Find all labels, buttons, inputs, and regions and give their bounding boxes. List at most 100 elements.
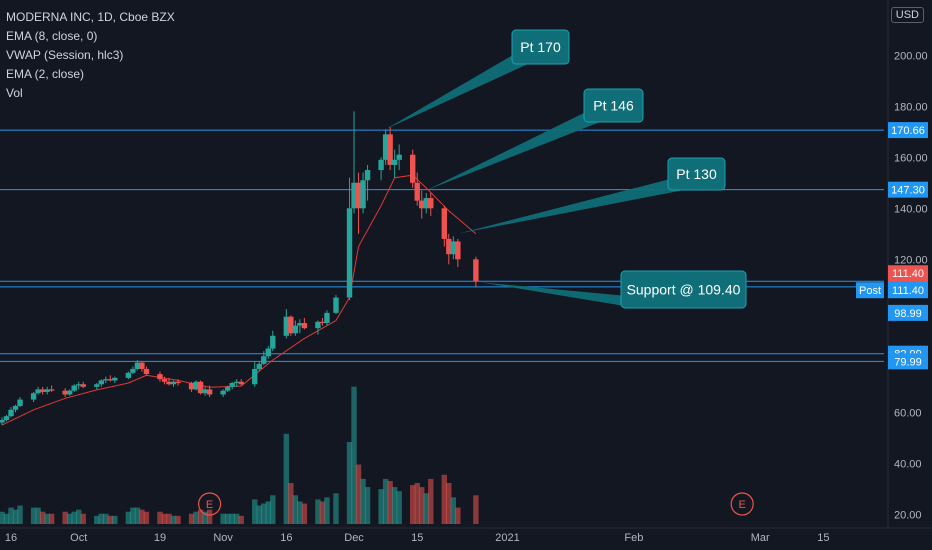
candle-body bbox=[8, 409, 14, 417]
earnings-event-marker bbox=[198, 492, 222, 516]
volume-bar bbox=[387, 480, 393, 524]
candle-body bbox=[17, 399, 23, 406]
volume-bar bbox=[378, 489, 384, 524]
volume-bar bbox=[76, 509, 82, 524]
volume-bar bbox=[66, 513, 73, 524]
y-axis-tick-label: 120.00 bbox=[894, 254, 928, 266]
ema-line bbox=[1, 174, 477, 426]
y-axis-tick-label: 180.00 bbox=[894, 101, 928, 113]
volume-bar bbox=[35, 507, 41, 524]
volume-bar bbox=[360, 478, 366, 524]
vwap-indicator-label[interactable]: VWAP (Session, hlc3) bbox=[6, 48, 124, 62]
candle-body bbox=[71, 385, 77, 391]
candle-body bbox=[315, 321, 321, 329]
x-axis-tick-label: 15 bbox=[411, 532, 423, 544]
price-tag-post-bg bbox=[888, 282, 928, 299]
volume-bar bbox=[473, 495, 479, 524]
volume-bar bbox=[139, 509, 145, 524]
candle-body bbox=[238, 381, 244, 385]
volume-bar bbox=[256, 505, 262, 524]
callout-label: Support @ 109.40 bbox=[627, 282, 741, 298]
volume-bar bbox=[288, 483, 294, 524]
candle-body bbox=[346, 208, 353, 298]
y-axis-tick-label: 160.00 bbox=[894, 152, 928, 164]
volume-bar bbox=[166, 513, 172, 524]
candle-body bbox=[410, 154, 416, 183]
price-tag-last: 111.40 bbox=[892, 268, 924, 280]
volume-bar bbox=[103, 513, 109, 524]
x-axis-tick-label: 19 bbox=[154, 532, 166, 544]
volume-bar bbox=[391, 487, 398, 524]
volume-bar bbox=[333, 493, 339, 524]
x-axis-tick-label: 2021 bbox=[495, 532, 519, 544]
volume-bar bbox=[233, 513, 240, 524]
y-axis-tick-label: 140.00 bbox=[894, 203, 928, 215]
volume-bar bbox=[346, 442, 353, 524]
volume-indicator-label[interactable]: Vol bbox=[6, 86, 23, 100]
volume-bar bbox=[446, 483, 452, 524]
level-price-tag-bg bbox=[888, 122, 928, 139]
candle-body bbox=[261, 356, 267, 364]
candle-body bbox=[364, 170, 371, 181]
volume-bar bbox=[80, 513, 86, 524]
candle-body bbox=[441, 208, 447, 239]
symbol-title[interactable]: MODERNA INC, 1D, Cboe BZX bbox=[6, 10, 175, 24]
price-tag-last-bg bbox=[888, 265, 928, 282]
volume-bar bbox=[12, 509, 19, 524]
volume-bar bbox=[396, 491, 402, 524]
x-axis-tick-label: Mar bbox=[751, 532, 770, 544]
candle-body bbox=[301, 323, 308, 329]
volume-bar bbox=[283, 433, 290, 524]
candle-body bbox=[48, 389, 55, 391]
volume-bar bbox=[351, 386, 357, 524]
candle-body bbox=[391, 159, 398, 165]
callout-label: Pt 170 bbox=[520, 39, 561, 55]
candle-body bbox=[157, 374, 163, 380]
volume-bar bbox=[423, 493, 429, 524]
candle-body bbox=[396, 154, 402, 160]
earnings-event-marker bbox=[730, 492, 754, 516]
candle-body bbox=[3, 416, 10, 420]
currency-button[interactable]: USD bbox=[890, 7, 924, 23]
earnings-event-label: E bbox=[206, 499, 213, 511]
volume-bar bbox=[220, 513, 226, 524]
x-axis-tick-label: 16 bbox=[280, 532, 292, 544]
candle-body bbox=[66, 390, 73, 395]
candle-body bbox=[450, 241, 457, 255]
volume-bar bbox=[17, 505, 23, 524]
volume-bar bbox=[206, 509, 213, 524]
candle-body bbox=[76, 384, 82, 386]
candle-body bbox=[103, 379, 109, 381]
candle-body bbox=[324, 312, 330, 324]
candle-body bbox=[252, 368, 258, 385]
volume-bar bbox=[94, 515, 100, 524]
volume-bar bbox=[98, 513, 104, 524]
candle-body bbox=[288, 316, 294, 334]
candle-body bbox=[387, 134, 393, 165]
y-axis-tick-label: 200.00 bbox=[894, 50, 928, 62]
x-axis-tick-label: 15 bbox=[817, 532, 829, 544]
chart-legend: MODERNA INC, 1D, Cboe BZX EMA (8, close,… bbox=[6, 8, 175, 103]
candle-body bbox=[130, 368, 136, 373]
volume-bar bbox=[134, 507, 141, 524]
volume-bar bbox=[62, 511, 68, 524]
ema8-indicator-label[interactable]: EMA (8, close, 0) bbox=[6, 29, 98, 43]
volume-bar bbox=[125, 511, 132, 524]
volume-bar bbox=[143, 511, 150, 524]
callout-box bbox=[620, 270, 747, 309]
candle-body bbox=[193, 381, 199, 390]
volume-bar bbox=[175, 515, 181, 524]
volume-bar bbox=[364, 487, 371, 524]
ema2-indicator-label[interactable]: EMA (2, close) bbox=[6, 67, 85, 81]
volume-bar bbox=[292, 495, 299, 524]
volume-bar bbox=[252, 499, 258, 524]
volume-bar bbox=[229, 513, 235, 524]
volume-bar bbox=[130, 507, 136, 524]
candle-body bbox=[360, 180, 366, 209]
volume-bar bbox=[3, 513, 10, 524]
candle-body bbox=[473, 259, 479, 282]
candle-body bbox=[94, 384, 100, 387]
callout-pointer bbox=[385, 52, 528, 130]
